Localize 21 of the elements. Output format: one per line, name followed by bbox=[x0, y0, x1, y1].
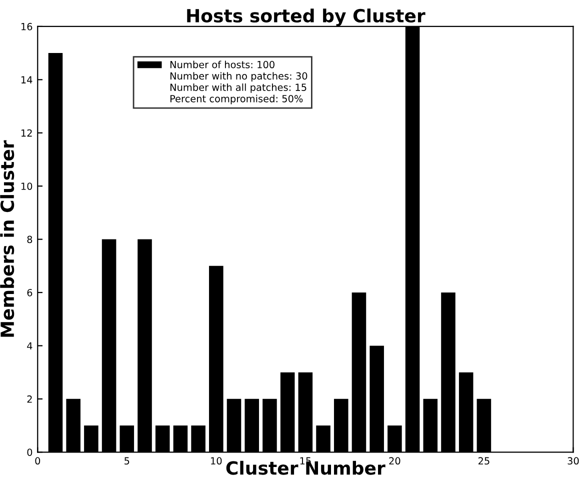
x-tick-label: 25 bbox=[478, 457, 490, 465]
annotation: Percent compromised: 50% bbox=[170, 94, 303, 104]
chart-title: Hosts sorted by Cluster bbox=[187, 8, 426, 26]
x-tick-label: 30 bbox=[568, 457, 579, 465]
x-tick-label: 10 bbox=[211, 457, 222, 465]
y-tick-label: 0 bbox=[27, 448, 32, 456]
y-tick-label: 12 bbox=[21, 129, 32, 137]
y-tick-label: 16 bbox=[21, 22, 32, 30]
y-tick-label: 2 bbox=[27, 395, 32, 403]
legend-label: Number of hosts: 100 bbox=[170, 60, 274, 68]
y-tick-label: 6 bbox=[27, 288, 32, 296]
y-tick-label: 10 bbox=[21, 182, 32, 190]
annotation: Number with all patches: 15 bbox=[170, 83, 306, 93]
x-tick-label: 5 bbox=[124, 457, 130, 465]
y-tick-label: 8 bbox=[27, 236, 32, 244]
y-tick-label: 4 bbox=[27, 342, 32, 350]
annotation: Number with no patches: 30 bbox=[170, 72, 308, 82]
x-tick-label: 20 bbox=[389, 457, 400, 465]
y-axis-title: Members in Cluster bbox=[0, 140, 14, 337]
y-tick-label: 14 bbox=[21, 76, 32, 84]
x-tick-label: 0 bbox=[35, 457, 40, 465]
